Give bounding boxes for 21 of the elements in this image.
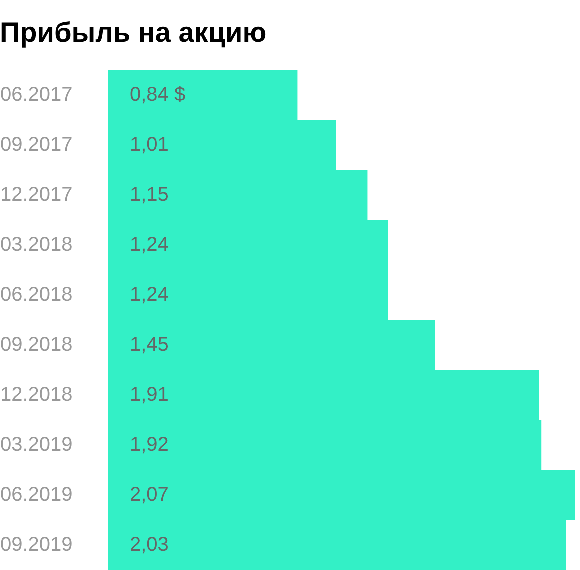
data-label: 2,07 <box>130 484 169 506</box>
y-tick-label: 12.2018 <box>0 384 73 406</box>
y-tick-label: 09.2018 <box>0 334 73 356</box>
data-label: 0,84 $ <box>130 84 186 106</box>
y-tick-label: 06.2017 <box>0 84 73 106</box>
data-label: 1,15 <box>130 184 169 206</box>
y-tick-label: 12.2017 <box>0 184 73 206</box>
y-tick-label: 03.2018 <box>0 234 73 256</box>
data-label: 2,03 <box>130 534 169 556</box>
data-label: 1,24 <box>130 234 169 256</box>
y-tick-label: 09.2017 <box>0 134 73 156</box>
y-tick-label: 06.2019 <box>0 484 73 506</box>
data-label: 1,91 <box>130 384 169 406</box>
y-tick-label: 06.2018 <box>0 284 73 306</box>
data-label: 1,01 <box>130 134 169 156</box>
data-label: 1,24 <box>130 284 169 306</box>
data-label: 1,45 <box>130 334 169 356</box>
y-tick-label: 03.2019 <box>0 434 73 456</box>
y-tick-label: 09.2019 <box>0 534 73 556</box>
data-label: 1,92 <box>130 434 169 456</box>
chart-title: Прибыль на акцию <box>0 17 267 48</box>
